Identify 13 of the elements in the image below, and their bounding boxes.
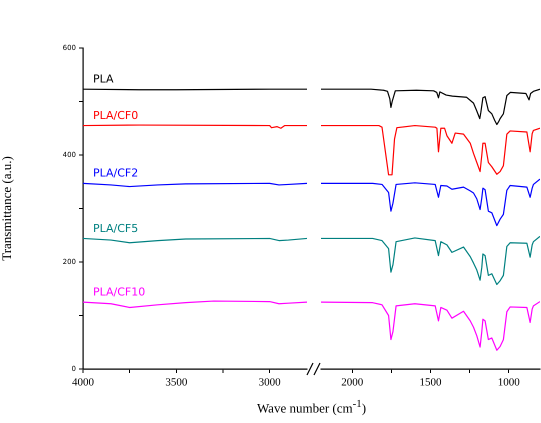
series-label: PLA/CF2 (93, 166, 138, 180)
x-tick-label: 3000 (258, 376, 282, 388)
series-label: PLA (93, 72, 114, 86)
series-label: PLA/CF10 (93, 285, 146, 298)
series-label: PLA/CF0 (93, 108, 138, 122)
x-tick-label: 3500 (165, 376, 188, 388)
x-tick-label: 4000 (72, 376, 94, 388)
series-label: PLA/CF5 (93, 222, 138, 235)
x-axis-title: Wave number (cm$^{-1}$) (256, 398, 368, 416)
x-tick-label: 1500 (420, 376, 442, 388)
x-tick-label: 1000 (498, 376, 520, 388)
x-tick-label: 2000 (341, 376, 364, 388)
y-axis-title: Transmittance (a.u.) (0, 156, 14, 261)
